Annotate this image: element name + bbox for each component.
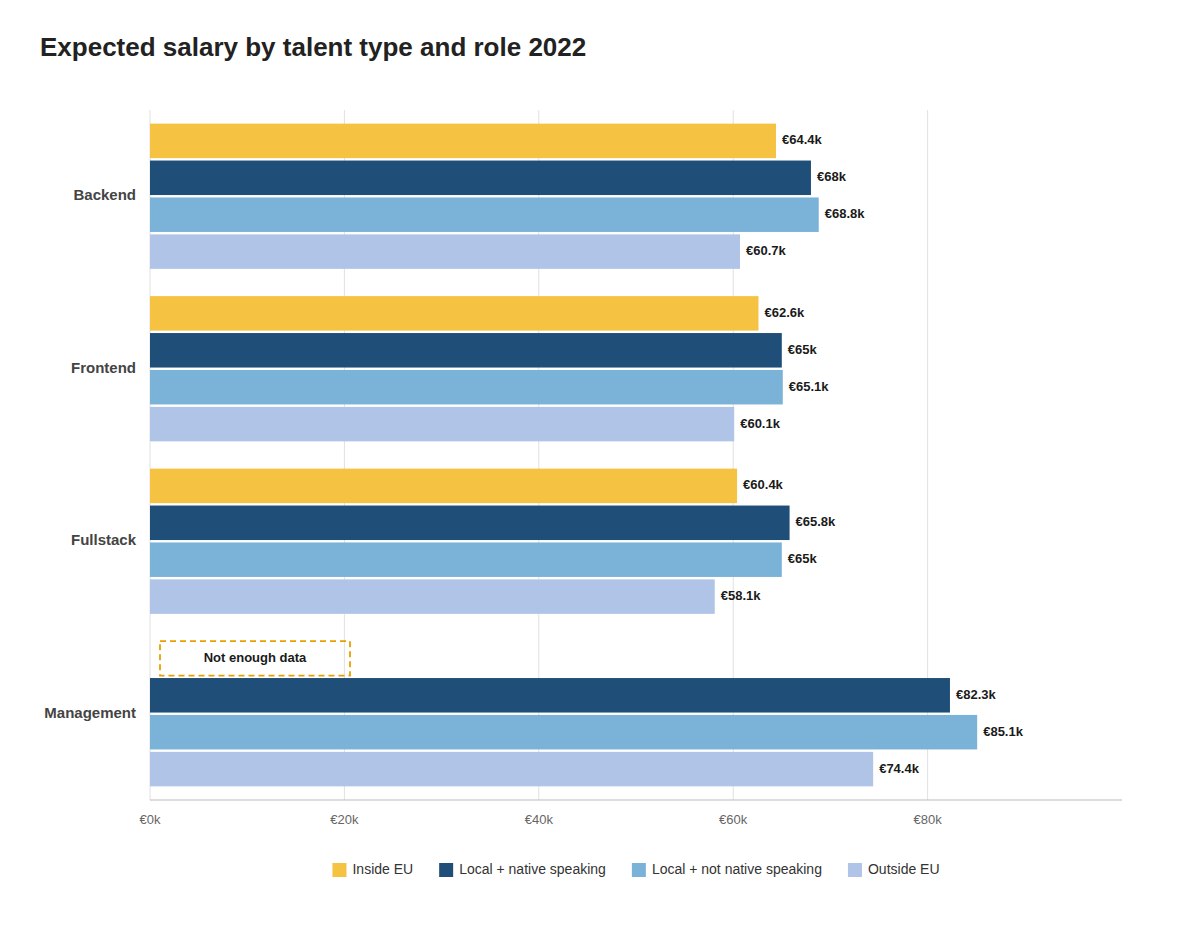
- legend-swatch: [848, 863, 862, 877]
- bar: [150, 542, 782, 577]
- data-label: €60.7k: [746, 243, 787, 258]
- category-label: Management: [44, 704, 136, 721]
- data-labels: €64.4k €62.6k €60.4k €68k €65k €65.8k €82.3k €6…: [721, 132, 1024, 775]
- legend-label: Local + native speaking: [459, 861, 606, 877]
- legend-item: Outside EU: [848, 861, 940, 877]
- category-label: Backend: [73, 186, 136, 203]
- data-label: €58.1k: [721, 588, 762, 603]
- legend-label: Inside EU: [352, 861, 413, 877]
- bar: [150, 234, 740, 269]
- y-axis: Backend Frontend Fullstack Management: [44, 186, 136, 721]
- category-label: Fullstack: [71, 531, 137, 548]
- bar: [150, 752, 873, 787]
- data-label: €68.8k: [825, 206, 866, 221]
- chart: Expected salary by talent type and role …: [0, 0, 1182, 930]
- data-label: €65.8k: [796, 514, 837, 529]
- data-label: €74.4k: [879, 761, 920, 776]
- bar: [150, 469, 737, 504]
- legend-swatch: [332, 863, 346, 877]
- tick-label: €80k: [913, 812, 942, 827]
- tick-label: €20k: [330, 812, 359, 827]
- data-label: €60.1k: [740, 416, 781, 431]
- legend-label: Local + not native speaking: [652, 861, 822, 877]
- bar: [150, 161, 811, 196]
- axis-line: [150, 800, 1122, 801]
- no-data-box: [160, 641, 350, 676]
- legend-item: Local + native speaking: [439, 861, 606, 877]
- legend-label: Outside EU: [868, 861, 940, 877]
- data-label: €68k: [817, 169, 847, 184]
- legend-item: Local + not native speaking: [632, 861, 822, 877]
- bar: [150, 333, 782, 368]
- data-label: €82.3k: [956, 687, 997, 702]
- data-label: €65.1k: [789, 379, 830, 394]
- tick-label: €40k: [525, 812, 554, 827]
- bars: [150, 124, 977, 787]
- data-label: €65k: [788, 342, 818, 357]
- bar: [150, 506, 790, 540]
- category-label: Frontend: [71, 359, 136, 376]
- bar: [150, 197, 819, 232]
- legend: Inside EU Local + native speaking Local + …: [332, 861, 939, 877]
- data-label: €85.1k: [983, 724, 1024, 739]
- bar: [150, 370, 783, 405]
- bar: [150, 715, 977, 750]
- legend-swatch: [632, 863, 646, 877]
- data-label: €62.6k: [764, 305, 805, 320]
- tick-label: €0k: [140, 812, 161, 827]
- data-label: €65k: [788, 551, 818, 566]
- data-label: €64.4k: [782, 132, 823, 147]
- bar: [150, 407, 734, 442]
- annotation: Not enough data: [204, 650, 307, 665]
- title: Expected salary by talent type and role …: [40, 32, 586, 62]
- legend-item: Inside EU: [332, 861, 413, 877]
- bar: [150, 296, 758, 331]
- bar: [150, 678, 950, 713]
- x-axis: €0k €20k €40k €60k €80k: [140, 800, 1122, 827]
- legend-swatch: [439, 863, 453, 877]
- data-label: €60.4k: [743, 477, 784, 492]
- bar: [150, 124, 776, 159]
- bar: [150, 579, 715, 614]
- tick-label: €60k: [719, 812, 748, 827]
